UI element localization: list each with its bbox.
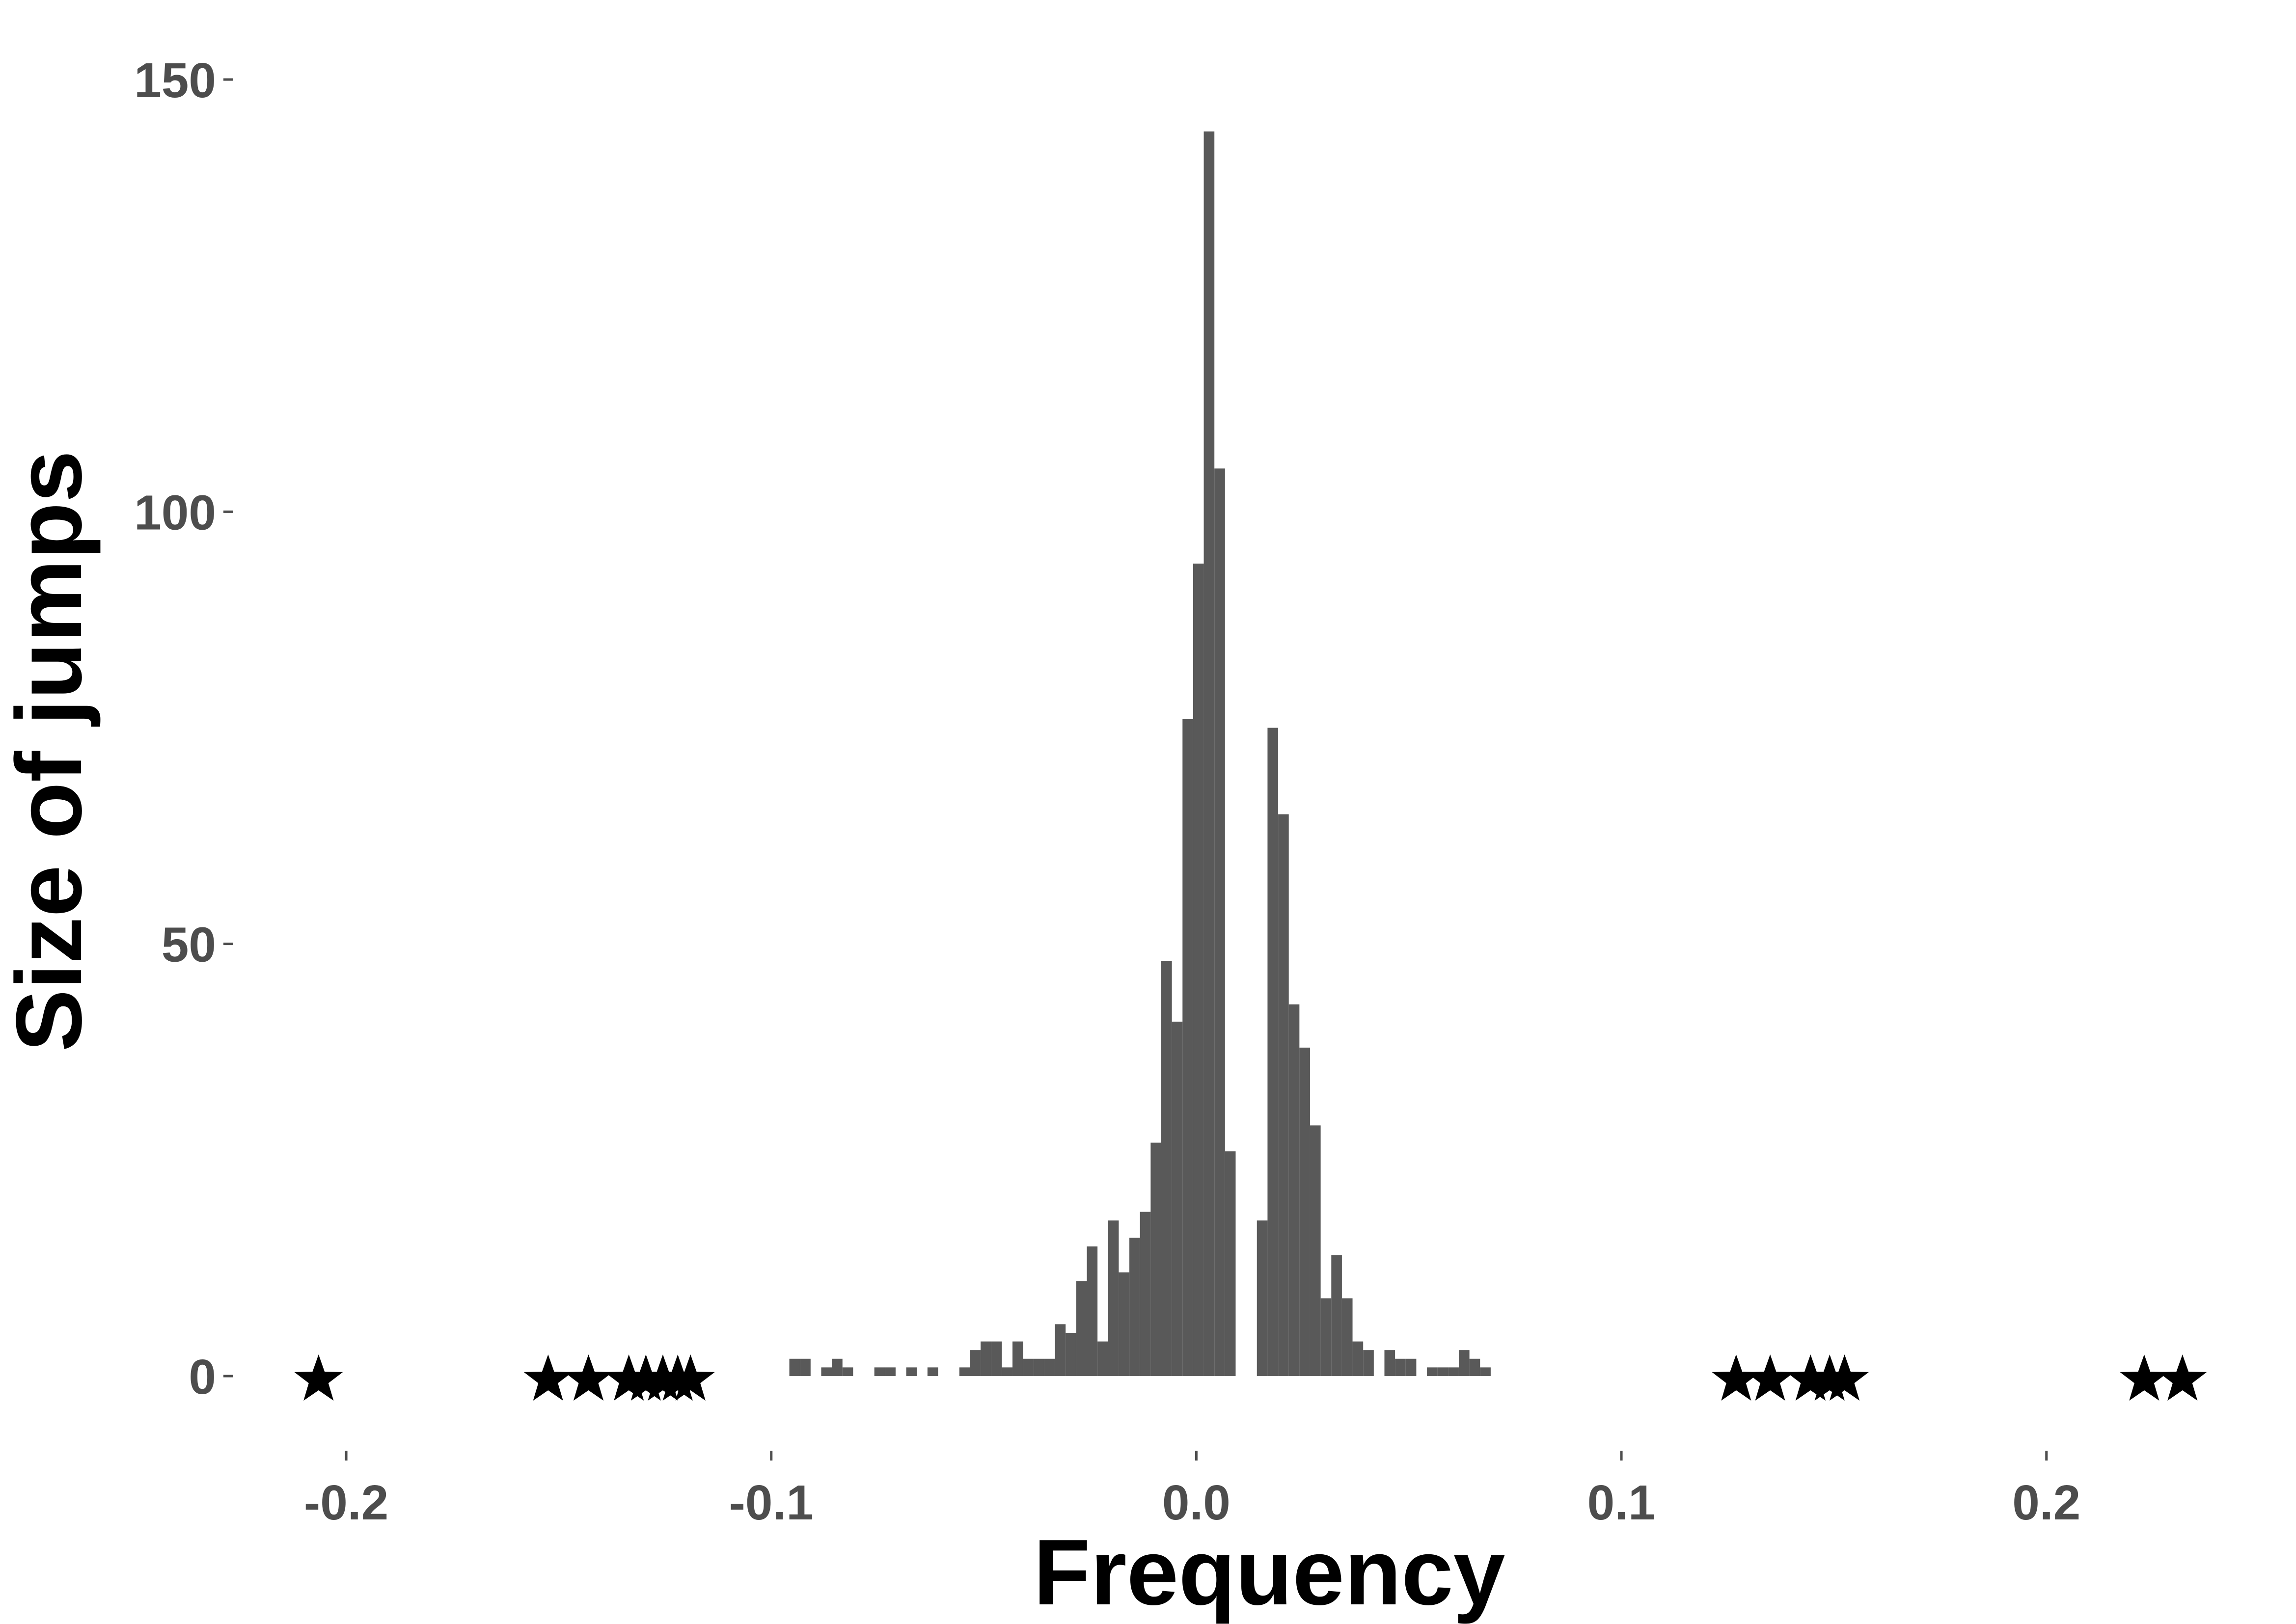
histogram-bar-47 [1395,1358,1406,1376]
histogram-bar-9 [959,1367,970,1376]
histogram-bar-10 [970,1350,981,1376]
histogram-bar-51 [1448,1367,1459,1376]
histogram-bar-17 [1044,1358,1055,1376]
x-tick-label: 0.1 [1587,1475,1656,1530]
y-tick-label: 50 [162,918,216,973]
histogram-bar-48 [1405,1358,1417,1376]
histogram-bar-0 [789,1358,800,1376]
histogram-bar-50 [1437,1367,1449,1376]
histogram-bar-38 [1288,1004,1300,1376]
histogram-bar-22 [1097,1341,1108,1376]
histogram-bar-20 [1076,1281,1087,1376]
y-axis: 0 50 100 150 [134,53,233,1405]
jump-star-2 [564,1354,613,1401]
histogram-bar-35 [1257,1220,1268,1376]
histogram-bar-24 [1119,1272,1130,1376]
histogram-bar-29 [1172,1022,1183,1376]
histogram-bar-15 [1023,1358,1034,1376]
histogram-bar-6 [885,1367,896,1376]
histogram-bar-43 [1341,1298,1353,1376]
histogram-bar-5 [874,1367,885,1376]
histogram-bar-4 [842,1367,853,1376]
histogram-bar-52 [1458,1350,1470,1376]
histogram-bar-3 [832,1358,843,1376]
x-tick-label: 0.2 [2012,1475,2080,1530]
histogram-bar-31 [1193,563,1204,1376]
jump-star-9 [1746,1354,1795,1401]
histogram-bar-40 [1310,1125,1321,1376]
x-axis: -0.2 -0.1 0.0 0.1 0.2 [304,1451,2080,1530]
y-tick-label: 0 [189,1350,216,1405]
histogram-bar-23 [1108,1220,1119,1376]
histogram-bar-21 [1087,1246,1098,1376]
histogram-bar-53 [1469,1358,1480,1376]
x-axis-title: Frequency [1034,1520,1505,1624]
histogram-bar-41 [1320,1298,1332,1376]
jump-star-markers [294,1354,2207,1401]
histogram-bar-34 [1225,1151,1236,1376]
jump-star-13 [2120,1354,2169,1401]
x-tick-label: 0.0 [1162,1475,1230,1530]
histogram-bar-33 [1214,468,1225,1376]
histogram-bar-49 [1427,1367,1438,1376]
x-tick-label: -0.2 [304,1475,388,1530]
histogram-bar-37 [1278,814,1289,1376]
jump-star-1 [523,1354,573,1401]
histogram-bar-19 [1066,1332,1076,1376]
histogram-bar-44 [1352,1341,1364,1376]
histogram-bar-28 [1161,961,1172,1376]
y-tick-label: 150 [134,53,216,108]
histogram-bar-7 [906,1367,917,1376]
histogram-bar-32 [1203,131,1215,1376]
histogram-bar-26 [1140,1212,1151,1376]
histogram-bar-45 [1363,1350,1374,1376]
jump-star-7 [666,1354,715,1401]
histogram-bar-18 [1055,1324,1066,1376]
jump-star-0 [294,1354,343,1401]
histogram-bar-8 [927,1367,938,1376]
histogram-bar-39 [1299,1047,1310,1376]
histogram-bar-54 [1480,1367,1491,1376]
histogram-bar-12 [991,1341,1002,1376]
histogram-bars [789,131,1491,1376]
histogram-bar-27 [1150,1142,1161,1376]
histogram-bar-1 [800,1358,811,1376]
jump-star-14 [2158,1354,2207,1401]
histogram-bar-16 [1034,1358,1044,1376]
histogram-bar-30 [1182,719,1193,1376]
jump-star-10 [1786,1354,1835,1401]
histogram-bar-11 [981,1341,991,1376]
histogram-bar-14 [1012,1341,1023,1376]
histogram-bar-42 [1331,1255,1342,1376]
y-axis-title: Size of jumps [0,451,101,1052]
y-tick-label: 100 [134,485,216,540]
x-tick-label: -0.1 [729,1475,814,1530]
histogram-bar-25 [1129,1238,1140,1376]
jump-star-12 [1820,1354,1869,1401]
histogram-bar-2 [821,1367,832,1376]
histogram-bar-36 [1267,728,1279,1376]
histogram-bar-46 [1384,1350,1395,1376]
histogram-bar-13 [1002,1367,1013,1376]
jump-star-8 [1712,1354,1761,1401]
